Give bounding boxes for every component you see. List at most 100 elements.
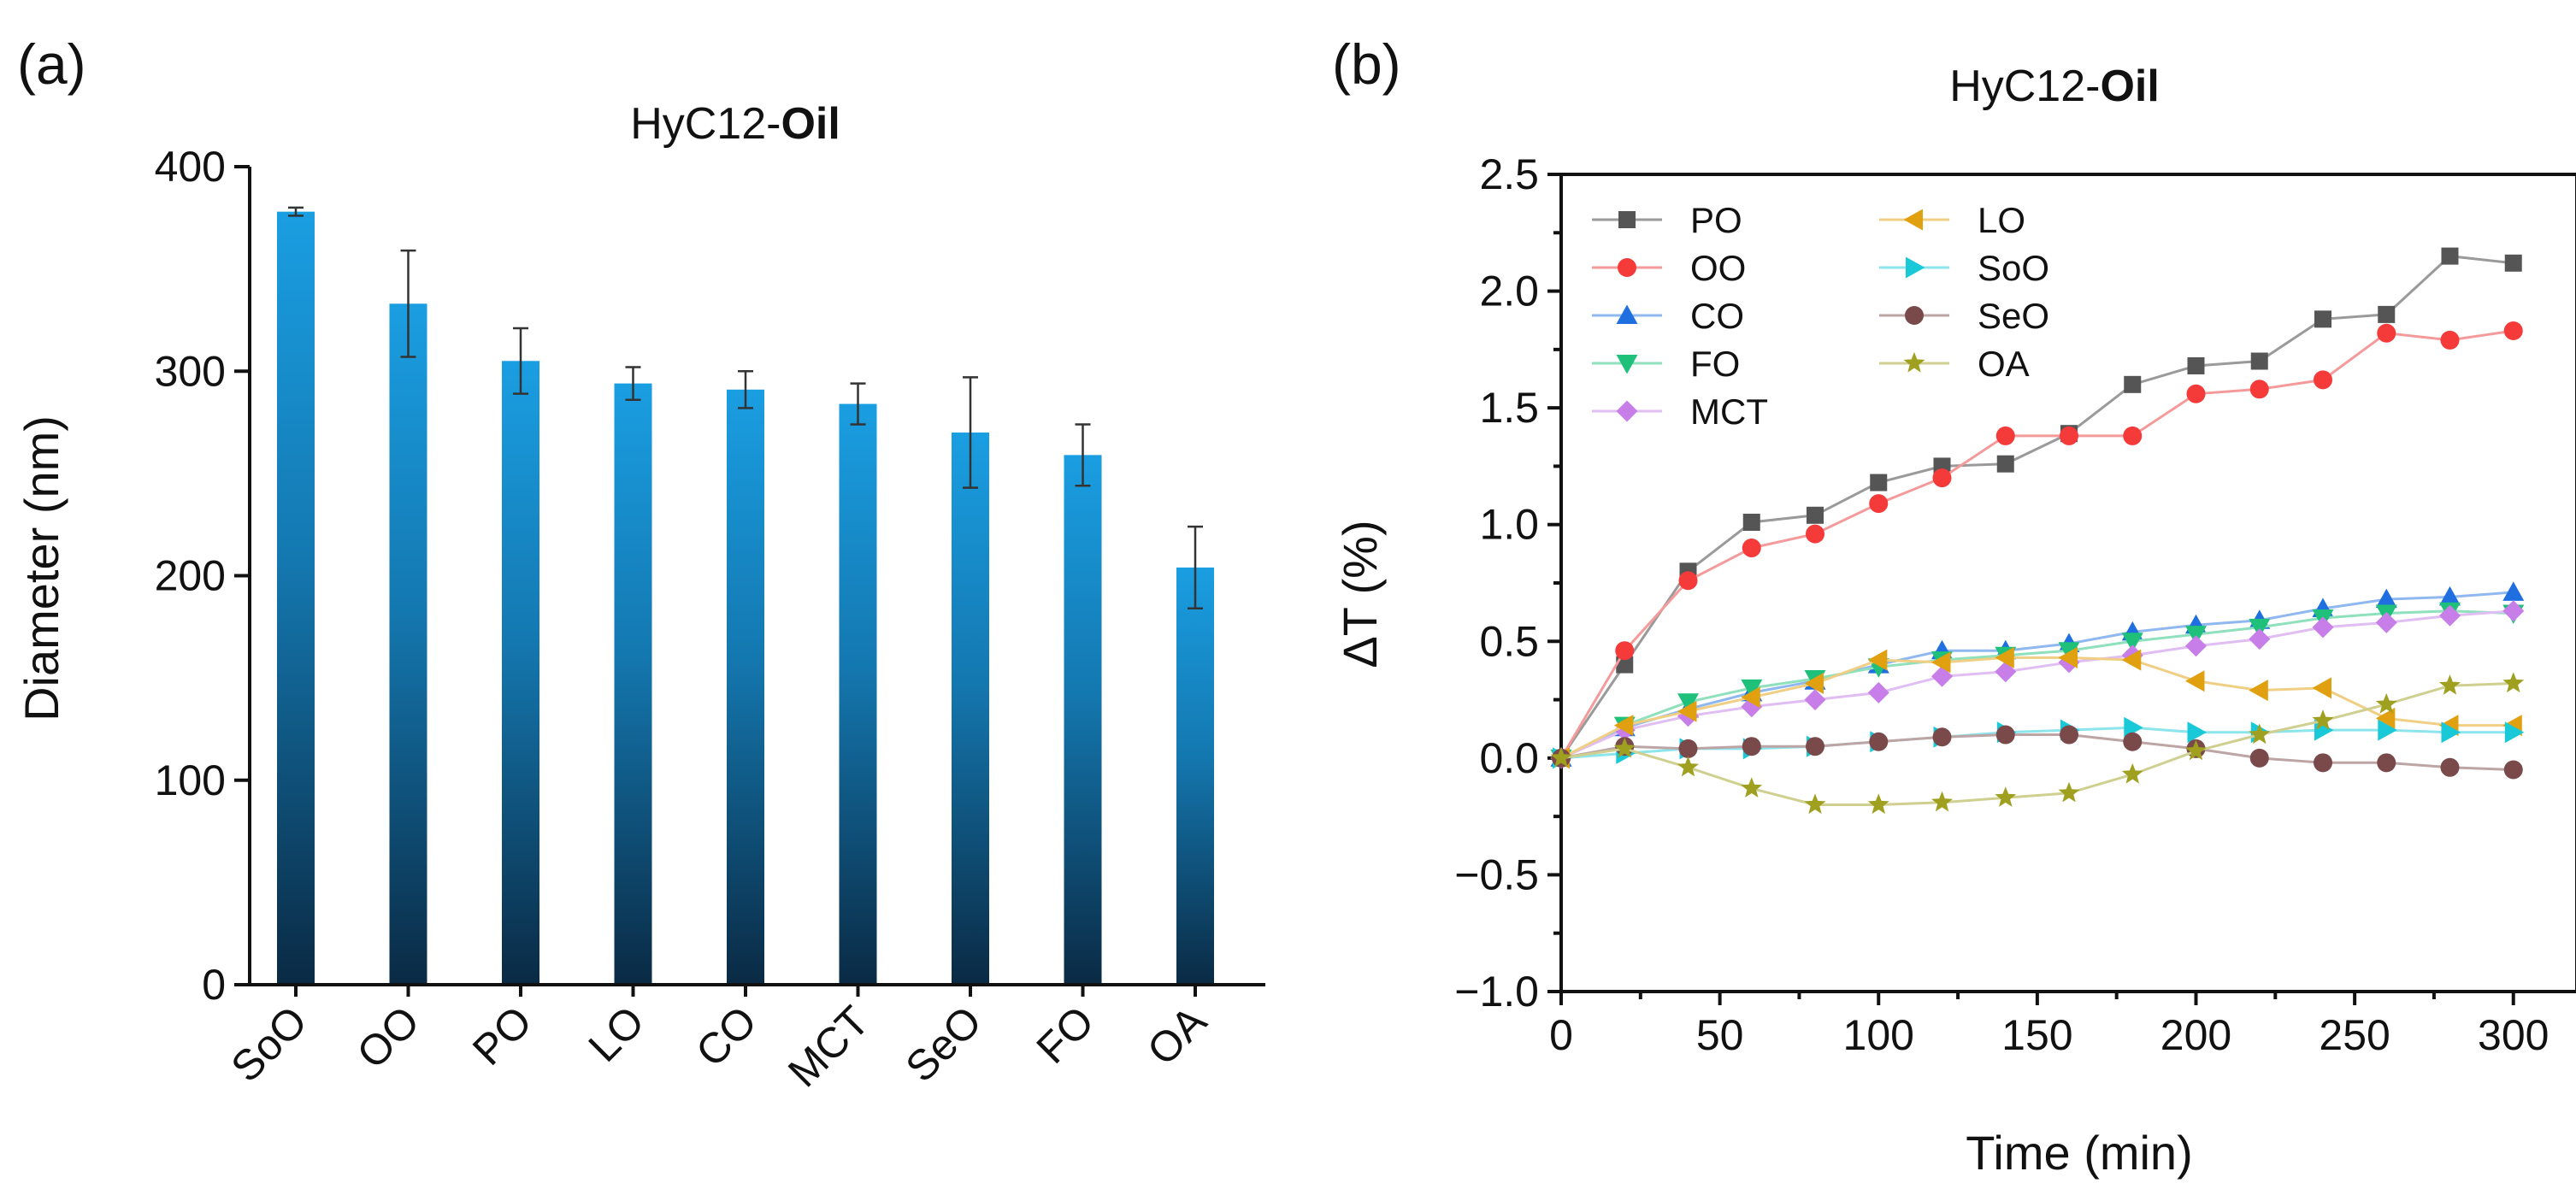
bar-chart-title: HyC12-Oil — [630, 99, 840, 149]
data-point-oo — [2249, 380, 2269, 399]
data-point-co — [2375, 588, 2397, 609]
bar-seo — [952, 433, 989, 985]
bar-chart-x-label: OA — [1138, 997, 1216, 1074]
data-point-oo — [1869, 494, 1889, 514]
data-point-po — [2314, 310, 2331, 328]
bar-chart-y-tick-label: 100 — [155, 756, 226, 804]
bar-chart-x-label: MCT — [779, 997, 878, 1096]
series-line-oa — [1560, 682, 2514, 806]
legend-label: LO — [1978, 200, 2025, 240]
legend-label: OO — [1690, 248, 1746, 288]
data-point-po — [2378, 305, 2396, 323]
bar-chart-y-tick-label: 200 — [155, 552, 226, 600]
bar-chart-x-label: SoO — [221, 997, 315, 1091]
legend-marker — [1616, 355, 1638, 374]
data-point-fo — [1677, 693, 1699, 713]
data-point-oo — [1678, 571, 1698, 591]
line-chart-x-tick-label: 50 — [1696, 1011, 1744, 1059]
bar-oa — [1176, 567, 1214, 985]
data-point-mct — [2185, 635, 2207, 657]
data-point-oa — [2121, 762, 2143, 784]
data-point-lo — [2312, 677, 2331, 699]
data-point-seo — [1995, 725, 2015, 745]
bar-lo — [614, 383, 652, 986]
data-point-seo — [1742, 737, 1761, 756]
bar-chart-y-tick-label: 300 — [155, 347, 226, 395]
data-point-oa — [1550, 746, 1572, 768]
data-point-po — [2187, 356, 2205, 374]
bar-chart-x-label: PO — [463, 997, 541, 1074]
bar-po — [502, 361, 539, 986]
line-chart-x-tick-label: 100 — [1843, 1011, 1914, 1059]
line-chart-x-tick-label: 200 — [2160, 1011, 2231, 1059]
legend-marker — [1903, 209, 1923, 231]
data-point-seo — [2503, 760, 2523, 780]
line-chart-y-tick-label: 1.5 — [1479, 384, 1539, 432]
series-line-lo — [1560, 656, 2514, 760]
legend-marker — [1616, 400, 1638, 422]
data-point-mct — [2439, 604, 2461, 627]
data-point-fo — [2121, 633, 2143, 652]
line-chart-x-tick-label: 0 — [1549, 1011, 1573, 1059]
line-chart-title: HyC12-Oil — [1949, 62, 2160, 111]
series-line-co — [1560, 591, 2514, 760]
legend-item-seo: SeO — [1879, 296, 2049, 336]
bar-chart-bars — [277, 211, 1214, 986]
bar-chart-y-ticks: 0 100 200 300 400 — [155, 143, 250, 1009]
line-chart-x-tick-label: 250 — [2319, 1011, 2390, 1059]
bar-chart-x-labels: SoO OO PO LO CO MCT SeO FO OA — [221, 985, 1216, 1096]
series-line-mct — [1560, 609, 2514, 760]
series-line-soo — [1560, 726, 2514, 760]
data-point-po — [2250, 352, 2268, 370]
bar-soo — [277, 211, 315, 985]
data-point-co — [2502, 581, 2525, 601]
data-point-mct — [2502, 600, 2525, 622]
data-point-seo — [2060, 725, 2078, 745]
legend-item-co: CO — [1592, 296, 1744, 336]
data-point-seo — [2314, 753, 2332, 773]
data-point-soo — [2378, 719, 2397, 741]
line-chart-y-axis-title: ΔT (%) — [1333, 520, 1387, 668]
line-chart-panel: (b) HyC12-Oil ΔT (%) Time (min) −1.0 −0.5… — [1332, 32, 2576, 1180]
data-point-oa — [1741, 777, 1763, 798]
legend-label: CO — [1690, 296, 1744, 336]
legend-item-po: PO — [1592, 200, 1742, 240]
data-point-oo — [2186, 384, 2206, 403]
data-point-mct — [1867, 681, 1889, 703]
legend-marker — [1618, 211, 1636, 228]
legend-item-fo: FO — [1592, 344, 1740, 384]
line-chart-y-tick-label: 1.0 — [1479, 501, 1539, 549]
data-point-oa — [2312, 709, 2334, 730]
panel-label-b: (b) — [1332, 32, 1401, 96]
data-point-oa — [1867, 793, 1889, 815]
data-point-po — [1742, 513, 1760, 531]
series-line-po — [1559, 255, 2514, 759]
data-point-oo — [2060, 426, 2078, 445]
legend-marker — [1616, 304, 1638, 324]
bar-mct — [839, 403, 877, 985]
data-point-soo — [2441, 721, 2461, 744]
bar-chart-x-label: OO — [348, 997, 429, 1078]
data-point-soo — [2187, 721, 2207, 744]
data-point-oa — [1677, 756, 1699, 777]
legend-marker — [1618, 258, 1636, 277]
line-chart-y-tick-label: 0.5 — [1479, 617, 1539, 665]
bar-fo — [1064, 455, 1102, 985]
data-point-oo — [2377, 323, 2396, 343]
line-chart-ticks: −1.0 −0.5 0.0 0.5 1.0 1.5 2.0 2.5 0 50 100 150 200 25… — [1454, 150, 2549, 1059]
data-point-lo — [2375, 707, 2396, 729]
data-point-soo — [2504, 721, 2525, 744]
bar-chart-y-tick-label: 400 — [155, 143, 226, 191]
legend-label: SeO — [1978, 296, 2049, 336]
line-chart-y-tick-label: 2.0 — [1479, 268, 1539, 315]
legend-item-soo: SoO — [1879, 248, 2049, 288]
data-point-oo — [2440, 330, 2460, 350]
bar-chart-y-tick-label: 0 — [202, 961, 226, 1009]
data-point-oa — [1613, 737, 1636, 758]
line-chart-x-axis-title: Time (min) — [1966, 1126, 2192, 1180]
data-point-po — [1996, 455, 2014, 473]
data-point-lo — [2058, 646, 2078, 668]
data-point-mct — [2249, 628, 2271, 650]
data-point-oo — [1806, 524, 1824, 544]
series-oa — [1550, 672, 2525, 815]
